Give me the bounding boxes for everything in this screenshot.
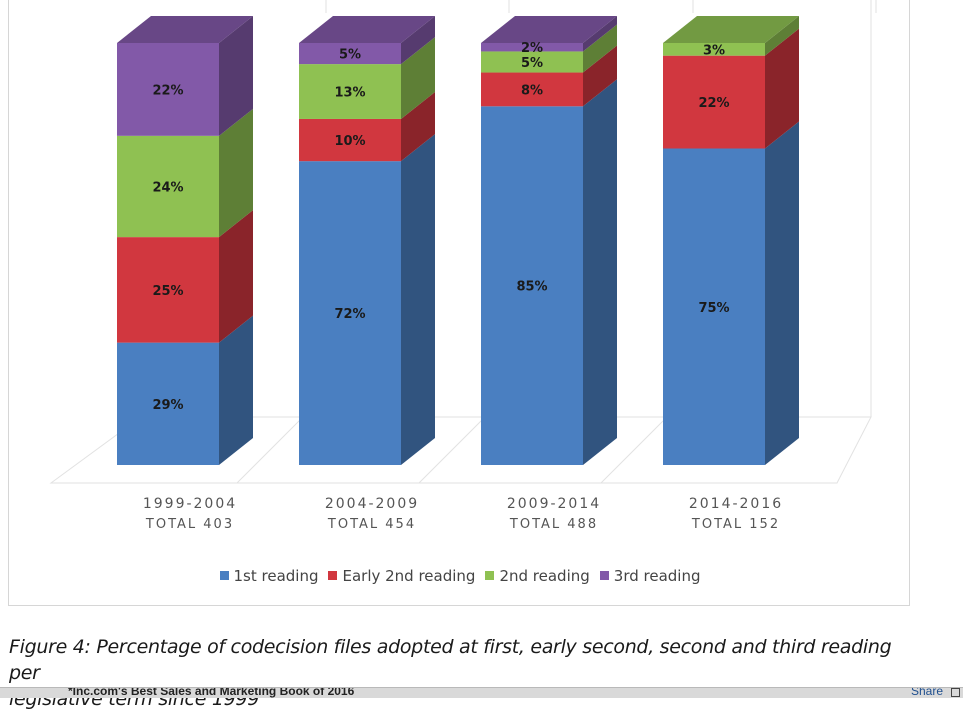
figure-caption: Figure 4: Percentage of codecision files…	[9, 634, 909, 712]
bar-side-face	[765, 16, 799, 56]
bar-front-face	[299, 118, 401, 162]
bar-segment-3-0	[663, 121, 799, 465]
bar-side-face	[401, 91, 435, 162]
bar-front-face	[117, 237, 219, 343]
data-label: 5%	[339, 48, 361, 63]
category-total-label: TOTAL 152	[691, 517, 780, 532]
category-total-label: TOTAL 403	[145, 517, 234, 532]
legend-swatch	[328, 571, 338, 580]
bar-side-face	[401, 134, 435, 465]
data-label: 22%	[698, 96, 729, 111]
bar-segment-2-1	[481, 45, 617, 107]
data-label: 5%	[521, 56, 543, 71]
share-link[interactable]: Share	[910, 687, 943, 698]
bar-side-face	[219, 315, 253, 465]
bar-side-face	[583, 24, 617, 73]
bar-side-face	[765, 28, 799, 149]
category-total-label: TOTAL 488	[509, 517, 598, 532]
bar-side-face	[583, 16, 617, 52]
legend-item: 1st reading	[219, 567, 319, 585]
data-labels-group: 29%25%24%22%72%10%13%5%85%8%5%2%75%22%3%	[152, 41, 729, 413]
bars-group	[117, 16, 799, 466]
bar-front-face	[481, 106, 583, 466]
bar-segment-0-3	[117, 16, 253, 136]
legend-swatch	[219, 571, 229, 580]
data-label: 8%	[521, 83, 543, 98]
data-label: 10%	[334, 134, 365, 149]
data-label: 2%	[521, 41, 543, 56]
category-label: 2004-2009	[325, 496, 419, 512]
floor-divider	[600, 416, 668, 484]
data-label: 24%	[152, 180, 183, 195]
bar-segment-3-2	[663, 16, 799, 56]
legend: 1st reading Early 2nd reading 2nd reading 3…	[9, 567, 911, 585]
bar-front-face	[299, 161, 401, 465]
bar-segment-0-1	[117, 210, 253, 343]
legend-label: 2nd reading	[499, 567, 590, 585]
bottom-bar-text: *Inc.com's Best Sales and Marketing Book…	[68, 687, 355, 698]
share-icon[interactable]	[951, 688, 960, 697]
data-label: 85%	[516, 280, 547, 295]
bar-front-face	[299, 64, 401, 119]
legend-item: 3rd reading	[599, 567, 701, 585]
bar-front-face	[481, 51, 583, 73]
bar-front-face	[663, 43, 765, 56]
bar-segment-0-0	[117, 315, 253, 465]
category-total-label: TOTAL 454	[327, 517, 416, 532]
data-label: 72%	[334, 307, 365, 322]
legend-label: Early 2nd reading	[342, 567, 476, 585]
category-labels-group: 1999-2004 TOTAL 403 2004-2009 TOTAL 454 2009…	[143, 496, 783, 532]
category-label: 2009-2014	[507, 496, 601, 512]
bar-segment-2-0	[481, 79, 617, 466]
data-label: 3%	[703, 43, 725, 58]
bar-segment-1-2	[299, 37, 435, 119]
bar-front-face	[481, 43, 583, 52]
bar-segment-3-1	[663, 28, 799, 149]
bar-side-face	[765, 121, 799, 465]
bar-segment-1-3	[299, 16, 435, 65]
legend-swatch	[485, 571, 495, 580]
bar-side-face	[219, 108, 253, 238]
chart-frame: 29% 25% 24% 22% 72% 10% 13% 5% 85% 8% 5% 2% 75% 22% 3%…	[8, 0, 910, 606]
caption-line-1: Figure 4: Percentage of codecision files…	[9, 636, 892, 684]
legend-item: 2nd reading	[485, 567, 590, 585]
bar-segment-1-0	[299, 134, 435, 465]
bar-front-face	[663, 148, 765, 465]
bar-segment-1-1	[299, 91, 435, 162]
bar-side-face	[219, 210, 253, 343]
stacked-bar-chart: 29%25%24%22%72%10%13%5%85%8%5%2%75%22%3%…	[49, 0, 877, 532]
bar-front-face	[117, 135, 219, 238]
bar-segment-2-3	[481, 16, 617, 52]
bar-segment-0-2	[117, 108, 253, 238]
bar-front-face	[299, 43, 401, 65]
legend-label: 3rd reading	[613, 567, 701, 585]
bar-side-face	[583, 79, 617, 466]
bar-top-face	[663, 16, 799, 43]
bar-front-face	[481, 72, 583, 107]
data-label: 22%	[152, 83, 183, 98]
bar-top-face	[117, 16, 253, 43]
bar-front-face	[663, 55, 765, 149]
bar-front-face	[117, 342, 219, 465]
bottom-bar: *Inc.com's Best Sales and Marketing Book…	[0, 687, 963, 698]
bar-top-face	[299, 16, 435, 43]
floor-divider	[236, 416, 304, 484]
legend-label: 1st reading	[233, 567, 319, 585]
bar-side-face	[401, 16, 435, 65]
bar-top-face	[481, 16, 617, 43]
data-label: 25%	[152, 284, 183, 299]
data-label: 75%	[698, 301, 729, 316]
legend-item: Early 2nd reading	[328, 567, 475, 585]
bar-segment-2-2	[481, 24, 617, 73]
bar-side-face	[401, 37, 435, 119]
category-label: 1999-2004	[143, 496, 237, 512]
bar-side-face	[219, 16, 253, 136]
data-label: 13%	[334, 86, 365, 101]
floor-divider	[418, 416, 486, 484]
data-label: 29%	[152, 398, 183, 413]
category-label: 2014-2016	[689, 496, 783, 512]
bar-side-face	[583, 45, 617, 107]
legend-swatch	[599, 571, 609, 580]
bar-front-face	[117, 43, 219, 136]
